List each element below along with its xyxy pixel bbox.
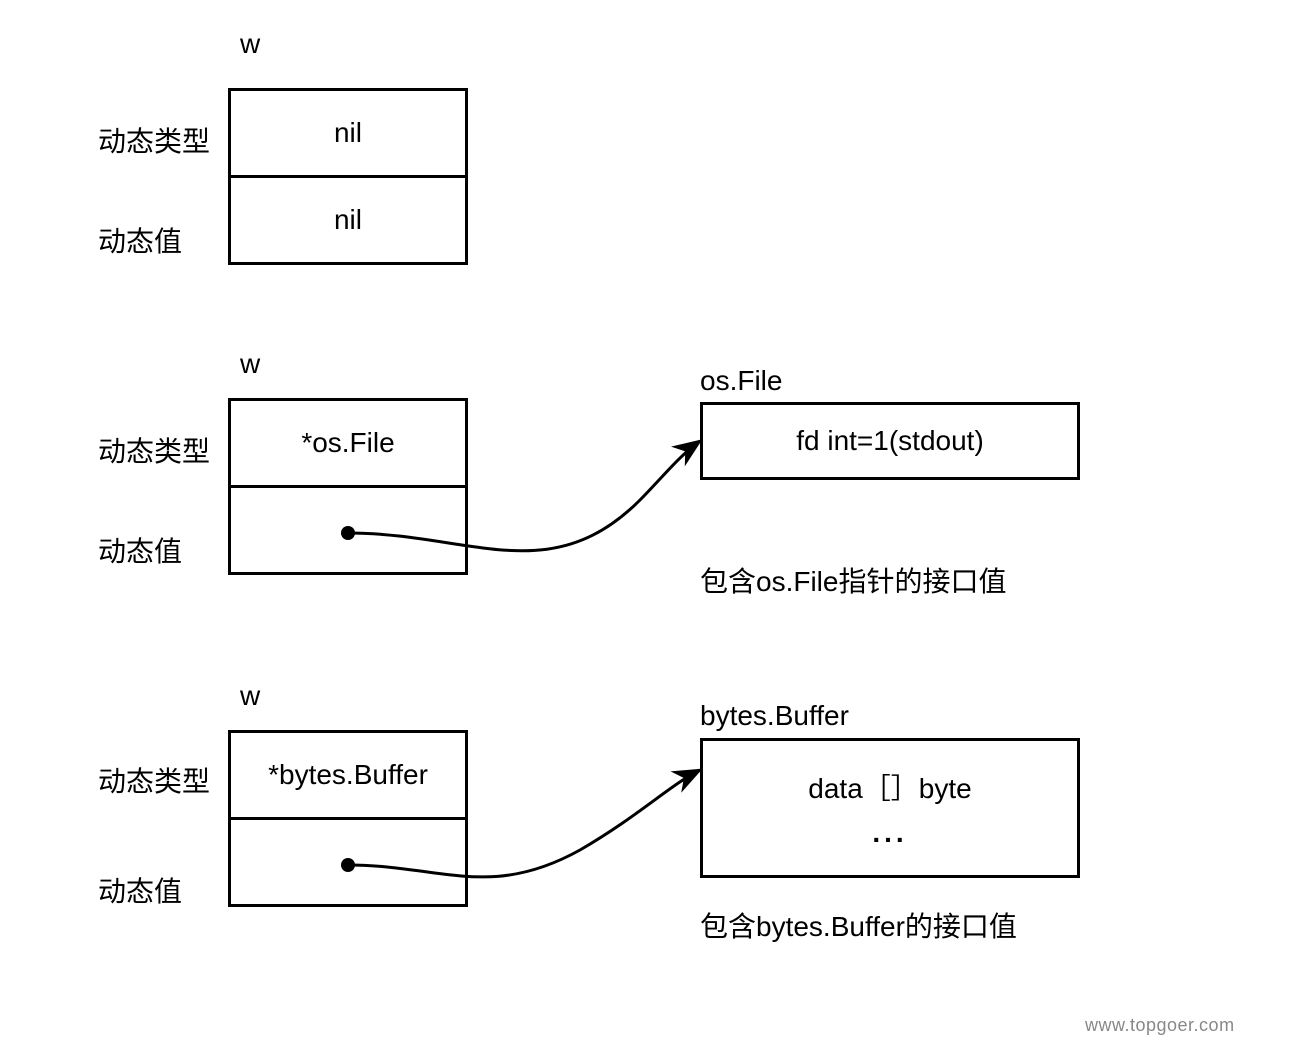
s2-target-header: os.File — [700, 365, 782, 397]
s2-row1-value: *os.File — [301, 427, 394, 459]
s1-row2-label: 动态值 — [98, 220, 182, 260]
s1-row2-value: nil — [334, 204, 362, 236]
s3-row1-label: 动态类型 — [98, 760, 210, 800]
s2-row1-box: *os.File — [228, 398, 468, 488]
s2-row2-label: 动态值 — [98, 530, 182, 570]
watermark: www.topgoer.com — [1085, 1015, 1235, 1036]
s2-target-value: fd int=1(stdout) — [796, 425, 984, 457]
s1-row1-label: 动态类型 — [98, 120, 210, 160]
s3-row1-value: *bytes.Buffer — [268, 759, 428, 791]
s2-target-box: fd int=1(stdout) — [700, 402, 1080, 480]
s2-header: w — [240, 348, 260, 380]
s2-row1-label: 动态类型 — [98, 430, 210, 470]
s3-row2-label: 动态值 — [98, 870, 182, 910]
s3-target-line1: data［］byte — [808, 767, 971, 807]
s3-target-line2: ... — [872, 817, 907, 849]
s3-caption: 包含bytes.Buffer的接口值 — [700, 905, 1017, 945]
s3-row1-box: *bytes.Buffer — [228, 730, 468, 820]
diagram-canvas: w 动态类型 动态值 nil nil w 动态类型 动态值 *os.File o… — [0, 0, 1310, 1056]
s3-target-box: data［］byte ... — [700, 738, 1080, 878]
s1-row1-value: nil — [334, 117, 362, 149]
s3-header: w — [240, 680, 260, 712]
s1-row1-box: nil — [228, 88, 468, 178]
s2-caption: 包含os.File指针的接口值 — [700, 560, 1006, 600]
s3-row2-box — [228, 817, 468, 907]
s3-target-header: bytes.Buffer — [700, 700, 849, 732]
s1-row2-box: nil — [228, 175, 468, 265]
s1-header: w — [240, 28, 260, 60]
s2-row2-box — [228, 485, 468, 575]
